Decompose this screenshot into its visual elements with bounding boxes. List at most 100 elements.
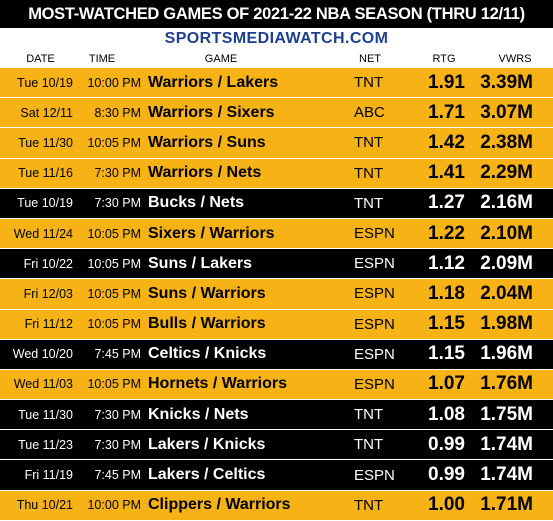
cell-viewers: 1.71M: [480, 494, 533, 516]
cell-rating: 1.42: [428, 131, 465, 153]
cell-date: Thu 10/21: [16, 498, 73, 513]
table-body: Tue 10/19 10:00 PM Warriors / Lakers TNT 1.9…: [0, 67, 553, 520]
cell-date: Sat 12/11: [20, 105, 73, 120]
table-row: Fri 12/03 10:05 PM Suns / Warriors ESPN 1.18…: [0, 278, 553, 309]
cell-viewers: 1.74M: [480, 464, 533, 486]
cell-time: 10:05 PM: [87, 317, 141, 332]
cell-game: Suns / Warriors: [148, 284, 266, 302]
cell-game: Warriors / Sixers: [148, 103, 275, 121]
cell-rating: 1.22: [428, 222, 465, 244]
cell-game: Hornets / Warriors: [148, 375, 287, 393]
cell-rating: 1.91: [428, 71, 465, 93]
cell-network: TNT: [354, 496, 384, 514]
table-row: Wed 10/20 7:45 PM Celtics / Knicks ESPN 1.15…: [0, 338, 553, 369]
cell-network: ESPN: [354, 466, 395, 484]
cell-date: Tue 11/16: [18, 166, 73, 181]
table-row: Tue 11/30 10:05 PM Warriors / Suns TNT 1.42 2…: [0, 127, 553, 158]
table-row: Fri 11/12 10:05 PM Bulls / Warriors ESPN 1.1…: [0, 308, 553, 339]
cell-rating: 0.99: [428, 464, 465, 486]
cell-time: 7:30 PM: [94, 407, 141, 422]
cell-date: Wed 10/20: [12, 347, 73, 362]
table-row: Fri 10/22 10:05 PM Suns / Lakers ESPN 1.12 2.…: [0, 248, 553, 279]
cell-time: 10:00 PM: [87, 498, 141, 513]
cell-rating: 1.71: [428, 101, 465, 123]
cell-game: Suns / Lakers: [148, 254, 253, 272]
cell-game: Sixers / Warriors: [148, 224, 275, 242]
cell-network: TNT: [354, 194, 384, 212]
cell-date: Tue 10/19: [17, 75, 73, 90]
cell-time: 7:30 PM: [94, 437, 141, 452]
cell-time: 8:30 PM: [94, 105, 141, 120]
cell-time: 7:30 PM: [94, 196, 141, 211]
table-row: Tue 11/16 7:30 PM Warriors / Nets TNT 1.41 2.…: [0, 157, 553, 188]
cell-game: Lakers / Celtics: [148, 466, 266, 484]
table-row: Tue 10/19 7:30 PM Bucks / Nets TNT 1.27 2.16M: [0, 187, 553, 218]
cell-game: Clippers / Warriors: [148, 496, 291, 514]
header-date: DATE: [26, 52, 55, 65]
cell-date: Tue 10/19: [17, 196, 73, 211]
table-row: Wed 11/24 10:05 PM Sixers / Warriors ESPN 1.…: [0, 217, 553, 249]
cell-rating: 1.08: [428, 403, 465, 425]
table-row: Thu 10/21 10:00 PM Clippers / Warriors TNT 1…: [0, 489, 553, 520]
cell-rating: 1.15: [428, 343, 465, 365]
cell-date: Fri 11/19: [24, 468, 73, 483]
table-row: Tue 11/30 7:30 PM Knicks / Nets TNT 1.08 1.75…: [0, 399, 553, 430]
cell-network: ESPN: [354, 285, 395, 303]
cell-game: Celtics / Knicks: [148, 345, 267, 363]
cell-network: ESPN: [354, 345, 395, 363]
cell-date: Tue 11/30: [18, 407, 73, 422]
cell-time: 7:45 PM: [94, 468, 141, 483]
cell-network: ESPN: [354, 375, 395, 393]
cell-network: ABC: [354, 104, 385, 122]
cell-date: Fri 10/22: [23, 256, 73, 271]
table-header: DATE TIME GAME NET RTG VWRS: [0, 50, 553, 67]
cell-time: 10:00 PM: [87, 75, 141, 90]
cell-game: Knicks / Nets: [148, 405, 249, 423]
source-credit: SPORTSMEDIAWATCH.COM: [164, 30, 389, 47]
cell-rating: 1.27: [428, 192, 465, 214]
cell-time: 7:30 PM: [94, 166, 141, 181]
cell-game: Warriors / Nets: [148, 164, 262, 182]
cell-viewers: 2.29M: [480, 162, 533, 184]
cell-date: Fri 11/12: [24, 317, 73, 332]
table-row: Tue 10/19 10:00 PM Warriors / Lakers TNT 1.9…: [0, 67, 553, 98]
table-row: Fri 11/19 7:45 PM Lakers / Celtics ESPN 0.99…: [0, 459, 553, 490]
header-rtg: RTG: [432, 52, 456, 65]
cell-game: Warriors / Lakers: [148, 73, 279, 91]
cell-date: Wed 11/24: [13, 226, 73, 241]
cell-rating: 1.12: [428, 252, 465, 274]
cell-viewers: 1.96M: [480, 343, 533, 365]
cell-viewers: 2.09M: [480, 252, 533, 274]
cell-game: Bulls / Warriors: [148, 315, 266, 333]
cell-network: TNT: [354, 164, 384, 182]
cell-viewers: 3.07M: [480, 101, 533, 123]
cell-rating: 1.41: [428, 162, 465, 184]
cell-viewers: 2.38M: [480, 131, 533, 153]
table-row: Wed 11/03 10:05 PM Hornets / Warriors ESPN 1…: [0, 368, 553, 400]
cell-game: Warriors / Suns: [148, 133, 266, 151]
header-net: NET: [359, 52, 381, 65]
cell-time: 10:05 PM: [87, 256, 141, 271]
cell-time: 7:45 PM: [94, 347, 141, 362]
table-row: Tue 11/23 7:30 PM Lakers / Knicks TNT 0.99 1.…: [0, 429, 553, 460]
cell-rating: 1.00: [428, 494, 465, 516]
cell-network: ESPN: [354, 255, 395, 273]
cell-date: Tue 11/30: [18, 135, 73, 150]
cell-viewers: 1.76M: [480, 373, 533, 395]
cell-viewers: 2.10M: [480, 222, 533, 244]
header-game: GAME: [204, 52, 238, 65]
header-vwrs: VWRS: [498, 52, 532, 65]
cell-viewers: 2.04M: [480, 282, 533, 304]
cell-rating: 1.18: [428, 282, 465, 304]
graphic-title: MOST-WATCHED GAMES OF 2021-22 NBA SEASON…: [0, 0, 553, 28]
cell-viewers: 1.74M: [480, 433, 533, 455]
cell-time: 10:05 PM: [87, 377, 141, 392]
cell-game: Bucks / Nets: [148, 194, 245, 212]
cell-rating: 1.07: [428, 373, 465, 395]
cell-viewers: 1.75M: [480, 403, 533, 425]
cell-viewers: 2.16M: [480, 192, 533, 214]
cell-viewers: 1.98M: [480, 313, 533, 335]
cell-time: 10:05 PM: [87, 226, 141, 241]
cell-network: TNT: [354, 74, 384, 92]
